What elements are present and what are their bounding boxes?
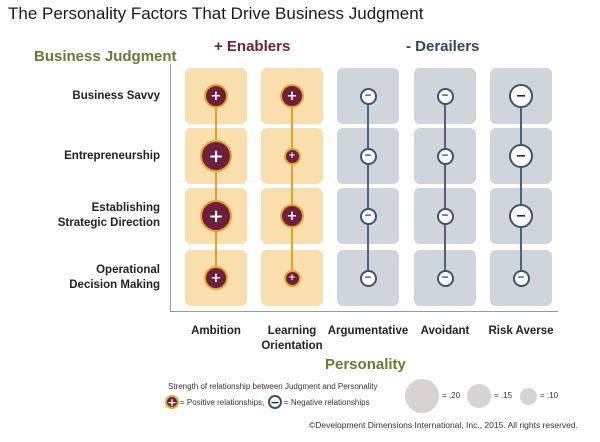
row-label: Operational Decision Making bbox=[69, 264, 160, 291]
negative-relationship-marker: − bbox=[509, 144, 533, 168]
row-label: Establishing Strategic Direction bbox=[57, 202, 160, 229]
negative-relationship-marker: − bbox=[509, 84, 533, 108]
negative-relationship-marker: − bbox=[436, 147, 454, 165]
enablers-label: + Enablers bbox=[214, 38, 291, 55]
column-connector-line bbox=[291, 96, 293, 278]
negative-relationship-marker: − bbox=[509, 204, 533, 228]
column-label: Risk Averse bbox=[488, 325, 554, 337]
positive-relationship-marker: + bbox=[200, 140, 232, 172]
legend-negative-text: = Negative relationships bbox=[284, 398, 370, 407]
negative-relationship-marker: − bbox=[436, 269, 454, 287]
legend-positive-text: = Positive relationships, bbox=[180, 398, 265, 407]
negative-relationship-marker: − bbox=[359, 147, 377, 165]
column-connector-line bbox=[367, 96, 369, 278]
column-connector-line bbox=[444, 96, 446, 278]
row-label: Entrepreneurship bbox=[64, 149, 160, 162]
size-legend-label: = .10 bbox=[540, 391, 559, 400]
row-label: Business Savvy bbox=[72, 89, 160, 102]
positive-relationship-marker: + bbox=[204, 266, 228, 290]
column-connector-line bbox=[215, 96, 217, 278]
positive-relationship-marker: + bbox=[204, 84, 228, 108]
size-legend-label: = .20 bbox=[442, 391, 461, 400]
legend-negative-icon: − bbox=[268, 395, 282, 409]
column-label: Learning Orientation bbox=[261, 325, 323, 352]
positive-relationship-marker: + bbox=[283, 269, 301, 287]
derailers-label: - Derailers bbox=[406, 38, 480, 55]
business-judgment-label: Business Judgment bbox=[34, 48, 177, 65]
vertical-axis-line bbox=[170, 64, 171, 311]
size-legend-circle bbox=[405, 379, 439, 413]
positive-relationship-marker: + bbox=[280, 84, 304, 108]
negative-relationship-marker: − bbox=[359, 207, 377, 225]
negative-relationship-marker: − bbox=[359, 269, 377, 287]
legend-title: Strength of relationship between Judgmen… bbox=[168, 382, 378, 391]
negative-relationship-marker: − bbox=[436, 87, 454, 105]
column-label: Ambition bbox=[191, 325, 241, 337]
column-connector-line bbox=[520, 96, 522, 278]
personality-label: Personality bbox=[325, 356, 406, 373]
negative-relationship-marker: − bbox=[436, 207, 454, 225]
negative-relationship-marker: − bbox=[512, 269, 530, 287]
copyright-notice: ©Development Dimensions International, I… bbox=[309, 420, 578, 430]
positive-relationship-marker: + bbox=[200, 200, 232, 232]
chart-title: The Personality Factors That Drive Busin… bbox=[8, 4, 424, 23]
size-legend-label: = .15 bbox=[494, 391, 513, 400]
positive-relationship-marker: + bbox=[280, 204, 304, 228]
legend-positive-icon: + bbox=[165, 395, 179, 409]
size-legend-circle bbox=[467, 384, 491, 408]
size-legend-circle bbox=[520, 387, 537, 405]
column-label: Argumentative bbox=[327, 325, 409, 337]
horizontal-axis-line bbox=[170, 311, 558, 312]
positive-relationship-marker: + bbox=[283, 147, 301, 165]
negative-relationship-marker: − bbox=[359, 87, 377, 105]
column-label: Avoidant bbox=[420, 325, 470, 337]
